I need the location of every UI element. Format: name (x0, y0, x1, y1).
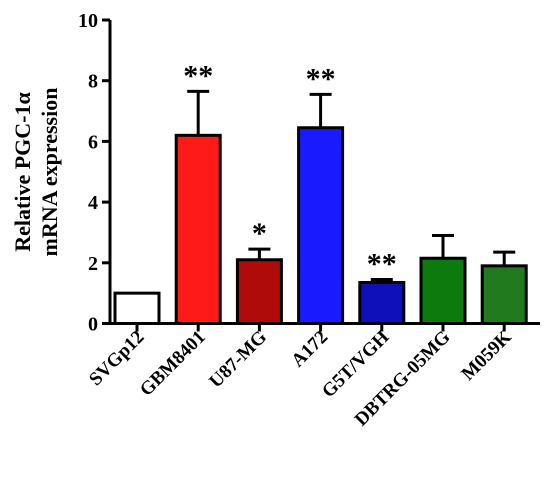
bar (480, 264, 528, 325)
x-tick-label: SVGp12 (85, 327, 148, 390)
y-axis-title-line-1: Relative PGC-1α (10, 92, 35, 252)
plot-area: 0246810SVGp12**GBM8401*U87-MG**A172**G5T… (78, 10, 540, 430)
bar (419, 256, 467, 325)
significance-label: * (252, 217, 267, 250)
y-tick-label: 6 (88, 131, 98, 153)
y-tick-label: 0 (88, 314, 98, 336)
y-axis-title: Relative PGC-1α mRNA expression (10, 88, 62, 257)
y-tick-label: 10 (78, 10, 98, 32)
bar (174, 133, 222, 325)
x-tick-label: M059K (458, 327, 516, 385)
bar (113, 291, 161, 325)
x-tick-label: GBM8401 (136, 327, 210, 401)
y-tick-label: 2 (88, 253, 98, 275)
y-axis-title-line-2: mRNA expression (37, 88, 62, 257)
x-tick-label: A172 (287, 327, 332, 372)
bar (297, 126, 345, 326)
significance-label: ** (306, 62, 336, 95)
bar (358, 281, 406, 325)
x-tick-label: U87-MG (205, 327, 271, 393)
y-tick-label: 8 (88, 71, 98, 93)
bar (235, 258, 283, 326)
y-tick-label: 4 (88, 192, 98, 214)
significance-label: ** (183, 59, 213, 92)
significance-label: ** (367, 247, 397, 280)
